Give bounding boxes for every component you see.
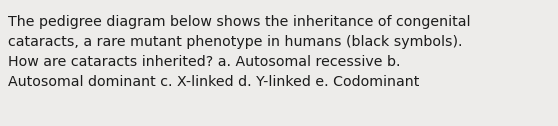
Text: The pedigree diagram below shows the inheritance of congenital
cataracts, a rare: The pedigree diagram below shows the inh…	[8, 15, 470, 89]
